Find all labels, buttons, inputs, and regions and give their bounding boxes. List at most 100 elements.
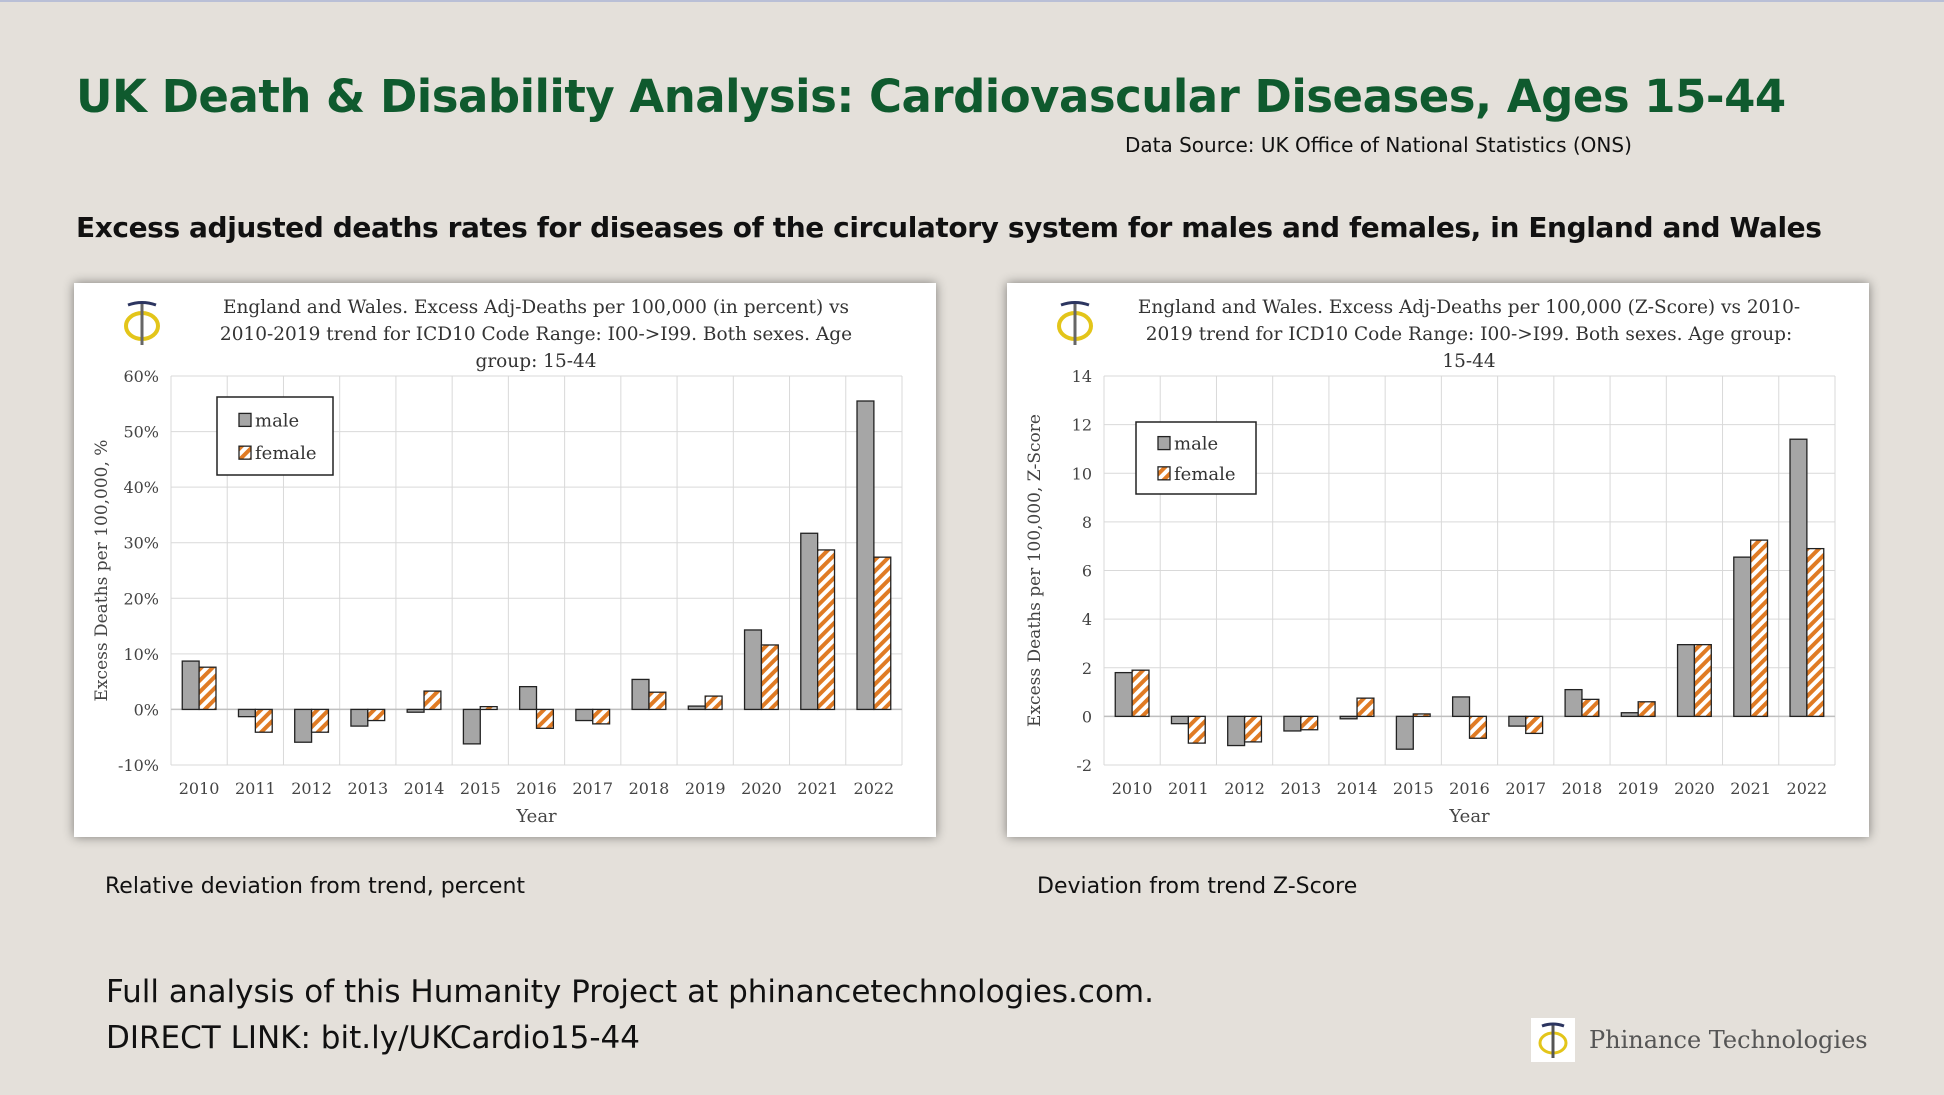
x-tick-label: 2015 — [1393, 779, 1434, 798]
chart-title-line: 2019 trend for ICD10 Code Range: I00->I9… — [1146, 324, 1793, 345]
bar-male-2021 — [800, 532, 819, 711]
bar-female-2011 — [254, 708, 273, 733]
bar-female-2010 — [198, 666, 217, 711]
x-tick-label: 2018 — [1562, 779, 1603, 798]
bar-male-2013 — [1283, 715, 1302, 732]
footer-analysis-text: Full analysis of this Humanity Project a… — [106, 974, 1154, 1010]
x-tick-label: 2016 — [1449, 779, 1490, 798]
x-axis-label: Year — [1448, 806, 1490, 827]
bar-female-2022 — [873, 556, 892, 711]
y-tick-label: 10 — [1072, 464, 1092, 483]
bar-male-2022 — [1789, 438, 1808, 718]
bar-male-2020 — [1676, 644, 1696, 718]
chart-svg: England and Wales. Excess Adj-Deaths per… — [1025, 297, 1836, 827]
y-tick-label: 40% — [123, 478, 159, 497]
chart-title-line: England and Wales. Excess Adj-Deaths per… — [1138, 297, 1800, 318]
bar-female-2020 — [1693, 644, 1712, 718]
bar-male-2022 — [856, 400, 875, 711]
x-tick-label: 2022 — [1787, 779, 1828, 798]
chart-logo-icon — [1057, 301, 1093, 345]
y-tick-label: 2 — [1082, 659, 1092, 678]
legend-swatch-male — [238, 412, 252, 428]
legend-label-male: male — [1174, 434, 1218, 455]
bar-female-2013 — [1300, 715, 1319, 731]
bar-female-2011 — [1187, 715, 1206, 744]
x-tick-label: 2020 — [1674, 779, 1715, 798]
x-tick-label: 2021 — [1730, 779, 1771, 798]
x-tick-label: 2017 — [1505, 779, 1546, 798]
bar-female-2014 — [423, 690, 442, 711]
bar-female-2015 — [479, 705, 498, 711]
bar-male-2017 — [1508, 715, 1527, 727]
chart-legend: male female — [1135, 421, 1257, 495]
y-tick-label: 20% — [123, 589, 159, 608]
bar-male-2011 — [1170, 715, 1189, 725]
chart-svg: England and Wales. Excess Adj-Deaths per… — [92, 297, 903, 827]
brand: Phinance Technologies — [1531, 1015, 1868, 1065]
bar-female-2012 — [310, 708, 330, 733]
legend-box — [216, 396, 334, 476]
x-tick-label: 2014 — [404, 779, 445, 798]
chart-title-line: England and Wales. Excess Adj-Deaths per… — [223, 297, 849, 318]
bar-female-2016 — [1468, 715, 1488, 739]
footer-direct-link: DIRECT LINK: bit.ly/UKCardio15-44 — [106, 1020, 641, 1056]
bar-male-2011 — [237, 708, 256, 718]
bar-female-2021 — [817, 549, 836, 711]
bar-male-2015 — [1395, 715, 1414, 750]
bar-male-2019 — [687, 705, 706, 711]
bar-female-2014 — [1356, 697, 1375, 718]
legend-swatch-male — [1157, 435, 1171, 451]
bar-female-2017 — [592, 708, 611, 725]
bar-female-2013 — [367, 708, 386, 722]
bar-male-2014 — [1339, 715, 1358, 720]
bar-male-2019 — [1620, 712, 1639, 718]
caption-percent: Relative deviation from trend, percent — [105, 874, 526, 899]
bar-female-2022 — [1806, 547, 1825, 718]
x-tick-label: 2010 — [179, 779, 220, 798]
bar-male-2010 — [1114, 671, 1133, 718]
x-tick-label: 2019 — [1618, 779, 1659, 798]
y-tick-label: 6 — [1082, 562, 1092, 581]
y-tick-label: 30% — [123, 534, 159, 553]
legend-label-female: female — [255, 443, 317, 464]
bar-male-2018 — [631, 678, 650, 711]
bar-female-2021 — [1750, 539, 1769, 718]
y-tick-label: 12 — [1072, 416, 1092, 435]
bar-female-2019 — [704, 695, 723, 711]
legend-box — [1135, 421, 1257, 495]
x-tick-label: 2021 — [797, 779, 838, 798]
x-tick-label: 2020 — [741, 779, 782, 798]
y-tick-label: 8 — [1082, 513, 1092, 532]
x-tick-label: 2022 — [854, 779, 895, 798]
y-tick-label: 14 — [1072, 367, 1092, 386]
bar-female-2016 — [535, 708, 555, 729]
x-tick-label: 2013 — [347, 779, 388, 798]
bar-male-2016 — [518, 685, 538, 711]
chart-logo-icon — [124, 301, 160, 345]
y-tick-label: -10% — [118, 756, 159, 775]
bar-female-2015 — [1412, 713, 1431, 718]
x-tick-label: 2010 — [1112, 779, 1153, 798]
x-tick-label: 2012 — [291, 779, 332, 798]
bar-male-2015 — [462, 708, 481, 745]
bar-female-2020 — [760, 644, 779, 711]
chart-percent: England and Wales. Excess Adj-Deaths per… — [74, 283, 936, 837]
y-axis-label: Excess Deaths per 100,000, % — [92, 440, 112, 702]
bar-male-2016 — [1451, 696, 1471, 718]
y-tick-label: 0% — [134, 700, 159, 719]
brand-name: Phinance Technologies — [1589, 1026, 1868, 1054]
bar-female-2018 — [648, 691, 667, 711]
data-source: Data Source: UK Office of National Stati… — [1125, 133, 1632, 157]
bar-male-2013 — [350, 708, 369, 727]
chart-legend: male female — [216, 396, 334, 476]
x-tick-label: 2019 — [685, 779, 726, 798]
chart-title-line: group: 15-44 — [475, 351, 596, 372]
x-tick-label: 2012 — [1224, 779, 1265, 798]
x-axis-label: Year — [515, 806, 557, 827]
x-tick-label: 2016 — [516, 779, 557, 798]
y-tick-label: 50% — [123, 423, 159, 442]
caption-zscore: Deviation from trend Z-Score — [1037, 874, 1358, 899]
bar-female-2017 — [1525, 715, 1544, 735]
y-tick-label: 0 — [1082, 707, 1092, 726]
legend-label-male: male — [255, 410, 299, 431]
